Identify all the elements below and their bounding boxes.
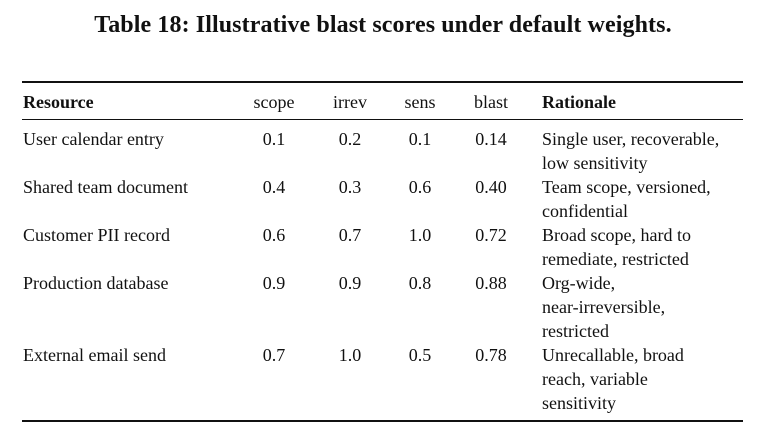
cell-rationale: Team scope, versioned, confidential — [542, 177, 711, 221]
bottom-rule — [22, 420, 743, 422]
header-scope: scope — [253, 92, 295, 112]
cell-rationale: Single user, recoverable, low sensitivit… — [542, 129, 720, 173]
cell-sens: 0.6 — [408, 177, 432, 197]
cell-scope: 0.1 — [262, 129, 286, 149]
cell-sens: 0.8 — [408, 273, 432, 293]
cell-blast: 0.14 — [475, 129, 507, 149]
cell-sens: 0.5 — [408, 345, 432, 365]
cell-scope: 0.9 — [262, 273, 286, 293]
header-irrev: irrev — [333, 92, 367, 112]
cell-irrev: 1.0 — [338, 345, 362, 365]
cell-irrev: 0.2 — [338, 129, 362, 149]
cell-resource: Customer PII record — [23, 225, 170, 245]
header-resource: Resource — [23, 92, 94, 112]
cell-blast: 0.40 — [475, 177, 507, 197]
cell-blast: 0.88 — [475, 273, 507, 293]
cell-irrev: 0.3 — [338, 177, 362, 197]
cell-blast: 0.72 — [475, 225, 507, 245]
cell-sens: 0.1 — [408, 129, 432, 149]
header-rule — [22, 119, 743, 120]
cell-resource: User calendar entry — [23, 129, 164, 149]
cell-resource: Shared team document — [23, 177, 188, 197]
cell-scope: 0.4 — [262, 177, 286, 197]
cell-rationale: Unrecallable, broad reach, variable sens… — [542, 345, 684, 413]
header-blast: blast — [474, 92, 508, 112]
cell-sens: 1.0 — [408, 225, 432, 245]
cell-blast: 0.78 — [475, 345, 507, 365]
header-rationale: Rationale — [542, 92, 616, 112]
header-sens: sens — [404, 92, 436, 112]
cell-resource: Production database — [23, 273, 169, 293]
cell-scope: 0.6 — [262, 225, 286, 245]
cell-irrev: 0.7 — [338, 225, 362, 245]
top-rule — [22, 81, 743, 83]
cell-resource: External email send — [23, 345, 166, 365]
cell-scope: 0.7 — [262, 345, 286, 365]
cell-irrev: 0.9 — [338, 273, 362, 293]
cell-rationale: Org-wide, near-irreversible, restricted — [542, 273, 666, 341]
cell-rationale: Broad scope, hard to remediate, restrict… — [542, 225, 691, 269]
table-caption: Table 18: Illustrative blast scores unde… — [94, 12, 672, 38]
